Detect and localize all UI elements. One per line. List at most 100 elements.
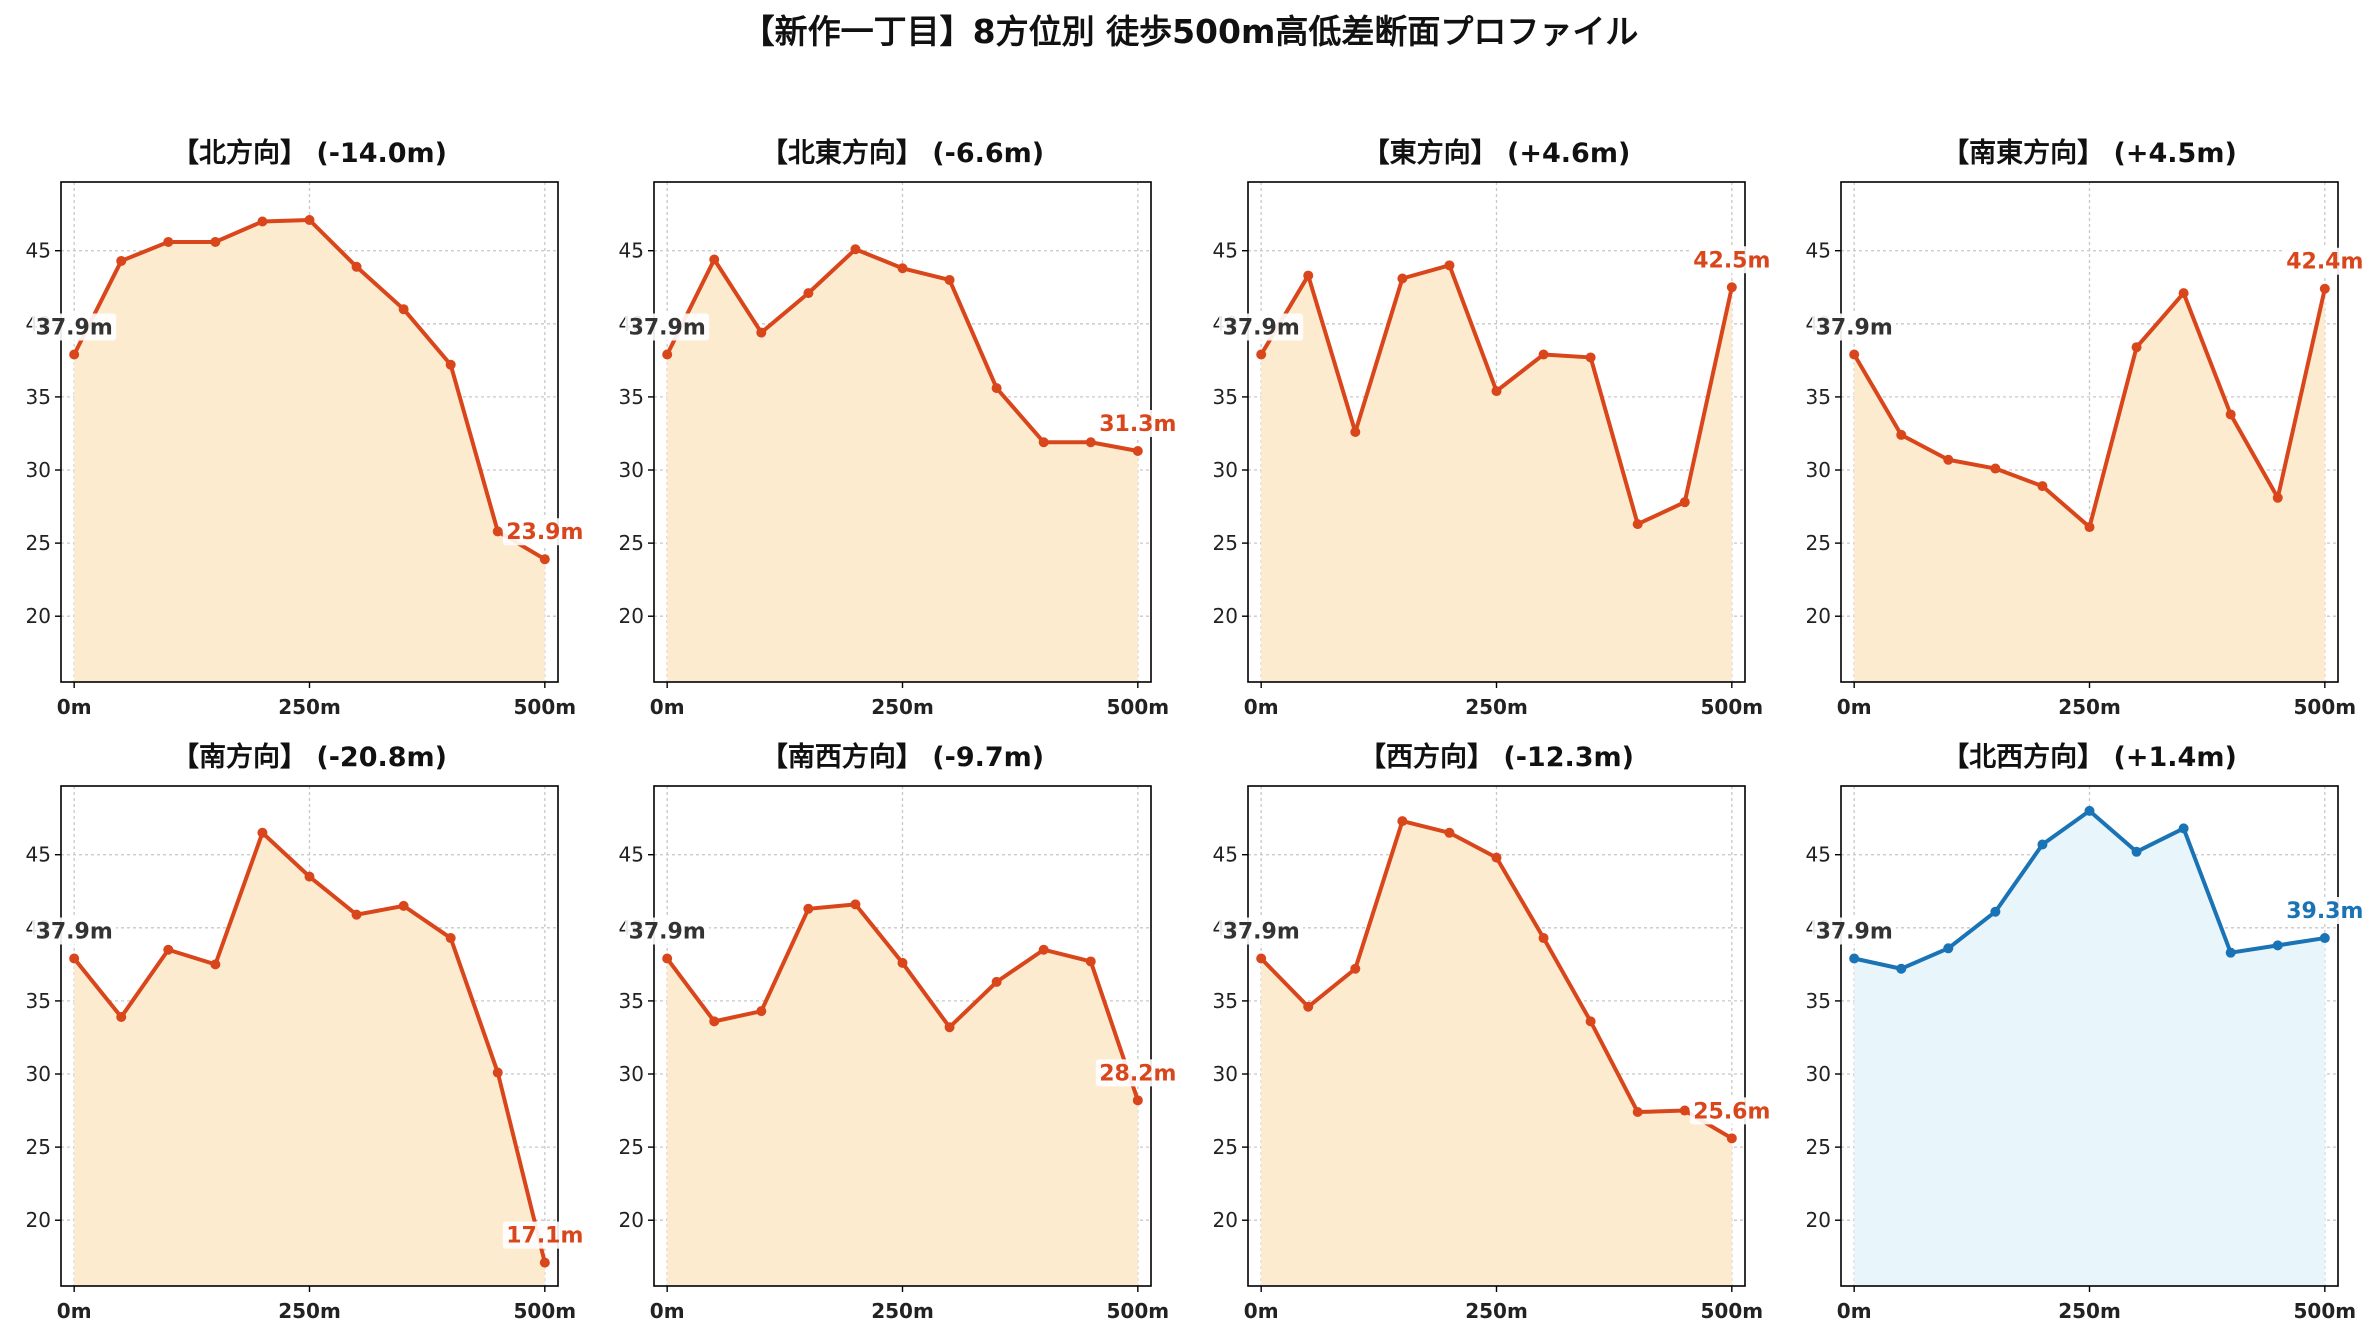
data-point — [756, 1006, 767, 1017]
data-point — [492, 526, 503, 537]
data-point — [1896, 963, 1907, 974]
data-point — [1350, 963, 1361, 974]
data-point — [2037, 481, 2048, 492]
x-tick-label: 500m — [1701, 1299, 1764, 1323]
x-tick-label: 250m — [2058, 695, 2121, 719]
y-tick-label: 25 — [1213, 1135, 1238, 1159]
subplot-title: 【南西方向】 (-9.7m) — [761, 741, 1044, 773]
data-point — [2272, 940, 2283, 951]
y-tick-label: 35 — [26, 385, 51, 409]
data-point — [1303, 1001, 1314, 1012]
data-point — [351, 909, 362, 920]
y-tick-label: 45 — [1213, 239, 1238, 263]
end-label-box — [502, 518, 587, 546]
data-point — [1397, 816, 1408, 827]
data-point — [116, 1011, 127, 1022]
data-point — [897, 957, 908, 968]
start-elevation-label: 37.9m — [1816, 316, 1893, 341]
data-point — [257, 827, 268, 838]
data-point — [210, 959, 221, 970]
y-tick-label: 30 — [26, 458, 51, 482]
y-tick-label: 35 — [1806, 385, 1831, 409]
data-point — [1679, 1105, 1690, 1116]
data-point — [944, 1022, 955, 1033]
y-tick-label: 45 — [619, 239, 644, 263]
y-tick-label: 25 — [1213, 531, 1238, 555]
subplot-title: 【南方向】 (-20.8m) — [172, 741, 447, 773]
chart-panel: 2025303540450m250m500m【南西方向】 (-9.7m)37.9… — [619, 741, 1180, 1323]
subplot-title: 【北方向】 (-14.0m) — [172, 137, 447, 169]
start-label-box — [625, 313, 710, 341]
y-tick-label: 30 — [26, 1062, 51, 1086]
data-point — [803, 288, 814, 299]
data-point — [210, 236, 221, 247]
x-tick-label: 250m — [871, 1299, 934, 1323]
y-tick-label: 20 — [619, 1208, 644, 1232]
data-point — [1990, 463, 2001, 474]
subplot-title: 【北東方向】 (-6.6m) — [761, 137, 1044, 169]
data-point — [991, 383, 1002, 394]
data-point — [850, 244, 861, 255]
data-point — [163, 944, 174, 955]
y-tick-label: 20 — [1806, 1208, 1831, 1232]
y-tick-label: 20 — [26, 1208, 51, 1232]
data-point — [662, 349, 673, 360]
end-label-box — [1689, 1097, 1774, 1125]
y-tick-label: 45 — [1806, 239, 1831, 263]
y-tick-label: 35 — [1806, 989, 1831, 1013]
data-point — [944, 274, 955, 285]
data-point — [1632, 1107, 1643, 1118]
start-label-box — [32, 917, 117, 945]
y-tick-label: 45 — [26, 843, 51, 867]
x-tick-label: 0m — [650, 1299, 685, 1323]
x-tick-label: 250m — [278, 1299, 341, 1323]
x-tick-label: 500m — [2294, 695, 2357, 719]
y-tick-label: 35 — [619, 385, 644, 409]
data-point — [2084, 805, 2095, 816]
x-tick-label: 0m — [1244, 695, 1279, 719]
data-point — [1726, 282, 1737, 293]
data-point — [1491, 386, 1502, 397]
chart-panel: 2025303540450m250m500m【南東方向】 (+4.5m)37.9… — [1806, 137, 2367, 719]
data-point — [257, 216, 268, 227]
area-fill — [74, 220, 545, 682]
x-tick-label: 0m — [1837, 1299, 1872, 1323]
data-point — [304, 871, 315, 882]
end-label-box — [1095, 410, 1180, 438]
data-point — [1538, 349, 1549, 360]
start-label-box — [1219, 313, 1304, 341]
y-tick-label: 20 — [1806, 604, 1831, 628]
y-tick-label: 30 — [1806, 458, 1831, 482]
data-point — [1085, 956, 1096, 967]
x-tick-label: 0m — [57, 1299, 92, 1323]
start-elevation-label: 37.9m — [1816, 920, 1893, 945]
end-elevation-label: 23.9m — [506, 520, 583, 545]
x-tick-label: 250m — [1465, 1299, 1528, 1323]
data-point — [1444, 260, 1455, 271]
data-point — [662, 953, 673, 964]
data-point — [2131, 846, 2142, 857]
x-tick-label: 0m — [1244, 1299, 1279, 1323]
x-tick-label: 500m — [1701, 695, 1764, 719]
subplot-title: 【西方向】 (-12.3m) — [1359, 741, 1634, 773]
data-point — [1849, 349, 1860, 360]
y-tick-label: 45 — [1213, 843, 1238, 867]
data-point — [1350, 427, 1361, 437]
chart-panel: 2025303540450m250m500m【西方向】 (-12.3m)37.9… — [1213, 741, 1774, 1323]
data-point — [1943, 943, 1954, 954]
chart-panels: 2025303540450m250m500m【北方向】 (-14.0m)37.9… — [26, 137, 2367, 1323]
y-tick-label: 30 — [1806, 1062, 1831, 1086]
x-tick-label: 500m — [1107, 695, 1170, 719]
y-tick-label: 35 — [1213, 989, 1238, 1013]
data-point — [1397, 273, 1408, 284]
data-point — [1538, 933, 1549, 944]
data-point — [1990, 906, 2001, 917]
data-point — [709, 1016, 720, 1027]
start-label-box — [1812, 313, 1897, 341]
data-point — [1585, 1016, 1596, 1027]
y-tick-label: 25 — [1806, 531, 1831, 555]
data-point — [1849, 953, 1860, 964]
data-point — [163, 236, 174, 247]
